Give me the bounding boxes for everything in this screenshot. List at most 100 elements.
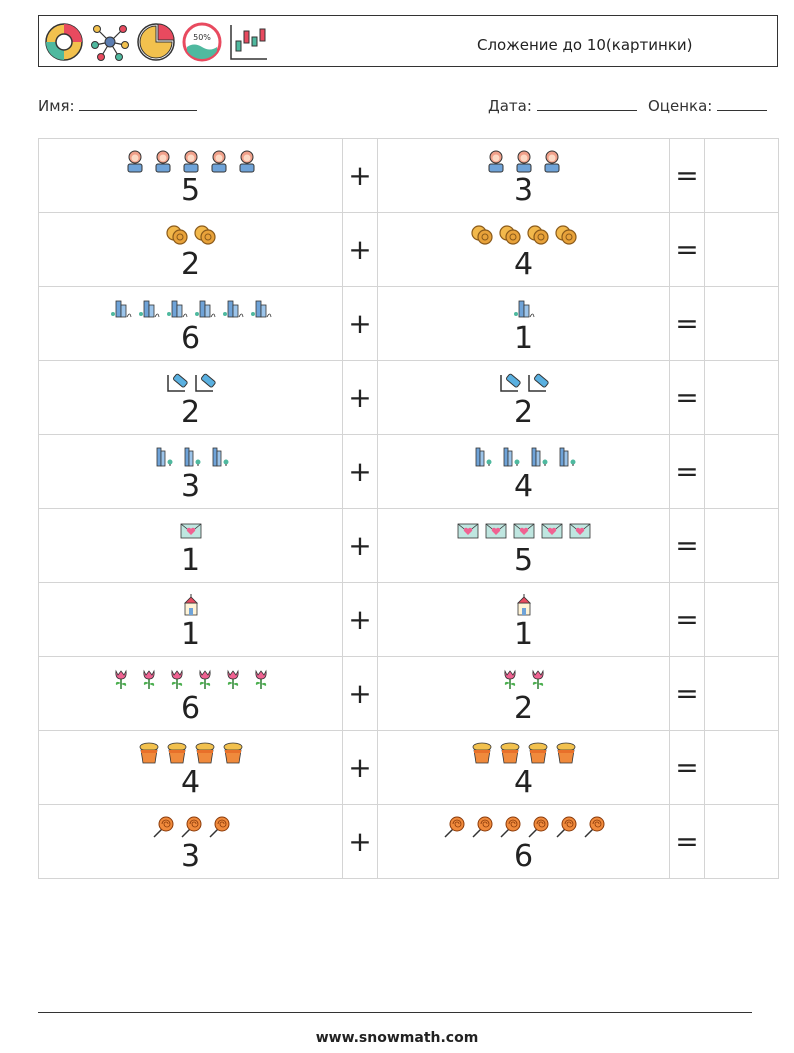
- usb-stick-icon: [499, 373, 521, 392]
- lollipop-icon: [180, 816, 201, 838]
- church-icon: [183, 594, 198, 616]
- answer-cell[interactable]: [704, 138, 779, 213]
- equals-sign: =: [669, 138, 705, 213]
- addend-b-number: 6: [513, 839, 534, 874]
- worksheet-title: Сложение до 10(картинки): [477, 36, 693, 54]
- candlestick-chart-icon: [230, 25, 267, 60]
- tulip-icon: [170, 669, 183, 689]
- answer-cell[interactable]: [704, 730, 779, 805]
- answer-cell[interactable]: [704, 508, 779, 583]
- woman-icon: [516, 150, 531, 173]
- addend-b-number: 2: [513, 395, 534, 430]
- addend-a-number: 6: [180, 691, 201, 726]
- addend-b-cell: 3: [377, 138, 670, 213]
- equals-sign: =: [669, 730, 705, 805]
- addend-a-cell: 6: [38, 286, 343, 361]
- plus-sign: +: [342, 360, 378, 435]
- coins-icon: [554, 225, 577, 245]
- problem-row: 3 +6 =: [38, 804, 779, 879]
- name-line[interactable]: [79, 96, 198, 111]
- picture-group: [378, 221, 669, 249]
- answer-cell[interactable]: [704, 656, 779, 731]
- date-line[interactable]: [536, 96, 637, 111]
- tulip-icon: [198, 669, 211, 689]
- addend-b-number: 2: [513, 691, 534, 726]
- problem-row: 6 +1 =: [38, 286, 779, 361]
- addend-a-number: 6: [180, 321, 201, 356]
- love-letter-icon: [485, 523, 506, 539]
- plus-sign: +: [342, 656, 378, 731]
- lollipop-icon: [471, 816, 492, 838]
- addend-b-cell: 1: [377, 582, 670, 657]
- picture-group: [378, 147, 669, 175]
- lollipop-icon: [499, 816, 520, 838]
- picture-group: [39, 813, 342, 841]
- lollipop-icon: [527, 816, 548, 838]
- answer-cell[interactable]: [704, 286, 779, 361]
- pie-chart-icon: [137, 23, 175, 61]
- picture-group: [39, 739, 342, 767]
- answer-cell[interactable]: [704, 582, 779, 657]
- flower-pot-icon: [528, 742, 547, 764]
- addend-a-number: 4: [180, 765, 201, 800]
- addend-b-number: 4: [513, 247, 534, 282]
- addend-a-number: 3: [180, 839, 201, 874]
- lollipop-icon: [152, 816, 173, 838]
- equals-sign: =: [669, 286, 705, 361]
- answer-cell[interactable]: [704, 804, 779, 879]
- addend-a-number: 5: [180, 173, 201, 208]
- name-field: Имя:: [38, 96, 198, 115]
- woman-icon: [127, 150, 142, 173]
- addend-a-number: 2: [180, 395, 201, 430]
- equals-sign: =: [669, 434, 705, 509]
- usb-stick-icon: [194, 373, 216, 392]
- picture-group: [39, 665, 342, 693]
- problem-row: 6 +2 =: [38, 656, 779, 731]
- plus-sign: +: [342, 212, 378, 287]
- answer-cell[interactable]: [704, 434, 779, 509]
- buildings-icon: [138, 300, 159, 318]
- picture-group: [378, 295, 669, 323]
- addend-a-cell: 3: [38, 434, 343, 509]
- addend-a-cell: 5: [38, 138, 343, 213]
- answer-cell[interactable]: [704, 212, 779, 287]
- problem-row: 3 +4 =: [38, 434, 779, 509]
- header-icons: 50%: [43, 21, 269, 63]
- woman-icon: [155, 150, 170, 173]
- addend-b-number: 1: [513, 321, 534, 356]
- coins-icon: [498, 225, 521, 245]
- love-letter-icon: [513, 523, 534, 539]
- love-letter-icon: [569, 523, 590, 539]
- addend-b-number: 4: [513, 469, 534, 504]
- woman-icon: [211, 150, 226, 173]
- addend-b-cell: 4: [377, 730, 670, 805]
- addend-b-number: 1: [513, 617, 534, 652]
- addend-b-number: 4: [513, 765, 534, 800]
- addend-b-cell: 4: [377, 434, 670, 509]
- buildings-icon: [110, 300, 131, 318]
- answer-cell[interactable]: [704, 360, 779, 435]
- plus-sign: +: [342, 286, 378, 361]
- problem-row: 2 +4 =: [38, 212, 779, 287]
- name-label: Имя:: [38, 97, 75, 115]
- plus-sign: +: [342, 730, 378, 805]
- addend-a-cell: 1: [38, 582, 343, 657]
- picture-group: [378, 443, 669, 471]
- love-letter-icon: [180, 523, 201, 539]
- date-field: Дата:: [488, 96, 637, 115]
- addend-a-number: 1: [180, 543, 201, 578]
- problem-row: 1 +1 =: [38, 582, 779, 657]
- picture-group: [378, 517, 669, 545]
- addend-a-cell: 6: [38, 656, 343, 731]
- problem-row: 1 +5 =: [38, 508, 779, 583]
- buildings-icon: [194, 300, 215, 318]
- coins-icon: [526, 225, 549, 245]
- picture-group: [39, 517, 342, 545]
- date-label: Дата:: [488, 97, 532, 115]
- addend-b-cell: 4: [377, 212, 670, 287]
- picture-group: [378, 813, 669, 841]
- grade-line[interactable]: [717, 96, 768, 111]
- worksheet-header: 50% Сложение до 10(картинки): [38, 15, 778, 67]
- addend-a-number: 2: [180, 247, 201, 282]
- buildings-icon: [513, 300, 534, 318]
